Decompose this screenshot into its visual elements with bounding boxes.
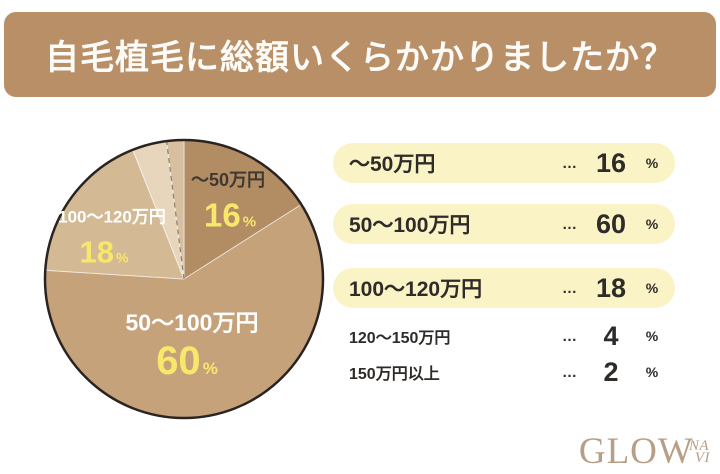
pie-value-number: 18 (79, 234, 115, 270)
pie-value-100to120: 18 % (80, 237, 129, 268)
legend-dots: … (562, 327, 578, 345)
legend-value: 18 (595, 272, 627, 303)
pie-value-unit: % (116, 249, 129, 266)
legend-unit: % (645, 364, 659, 380)
legend-row-100to120: 100～120万円 … 18 % (333, 268, 675, 308)
brand-logo-vi: VI (694, 449, 710, 466)
legend-value: 60 (595, 208, 627, 239)
brand-logo-glow: GLOW (578, 431, 694, 472)
legend-dots: … (562, 279, 578, 297)
pie-value-unit: % (202, 359, 218, 378)
pie-value-unit: % (242, 213, 257, 231)
legend-label: 150万円以上 (349, 366, 440, 383)
brand-logo-na: NA (688, 437, 709, 454)
legend-row-120to150: 120～150万円 … 4 % (333, 320, 675, 351)
legend-unit: % (645, 328, 659, 344)
legend-label: 50～100万円 (349, 214, 471, 237)
legend-label: 100～120万円 (349, 278, 483, 301)
pie-value-under50: 16 % (204, 199, 256, 232)
legend-dots: … (562, 363, 578, 381)
brand-logo-navi: NA VI (688, 437, 710, 466)
legend-value: 16 (595, 147, 627, 178)
legend-label: 120～150万円 (349, 330, 451, 347)
legend-dots: … (562, 215, 578, 233)
legend-row-under50: ～50万円 … 16 % (333, 143, 675, 183)
pie-svg (43, 138, 325, 420)
legend-unit: % (645, 216, 659, 232)
pie-value-50to100: 60 % (156, 341, 218, 381)
pie-label-50to100: 50～100万円 (125, 309, 259, 336)
pie-label-100to120: 100～120万円 (58, 207, 166, 227)
pie-outline (43, 138, 325, 420)
legend-label: ～50万円 (349, 153, 436, 176)
legend: ～50万円 … 16 % 50～100万円 … 60 % 100～120万円 …… (333, 140, 675, 400)
pie-label-under50: ～50万円 (190, 170, 266, 190)
pie-value-number: 60 (156, 339, 201, 383)
legend-unit: % (645, 155, 659, 171)
legend-value: 4 (603, 320, 619, 351)
page-title: 自毛植毛に総額いくらかかりましたか？ (45, 39, 675, 77)
pie-value-number: 16 (203, 196, 241, 234)
brand-logo: GLOW NA VI (579, 433, 710, 470)
pie-chart: ～50万円 16 % 100～120万円 18 % 50～100万円 60 % (43, 138, 325, 420)
legend-unit: % (645, 280, 659, 296)
legend-row-50to100: 50～100万円 … 60 % (333, 204, 675, 244)
title-banner: 自毛植毛に総額いくらかかりましたか？ (4, 12, 716, 97)
legend-value: 2 (603, 356, 619, 387)
legend-dots: … (562, 154, 578, 172)
legend-row-over150: 150万円以上 … 2 % (333, 356, 675, 387)
